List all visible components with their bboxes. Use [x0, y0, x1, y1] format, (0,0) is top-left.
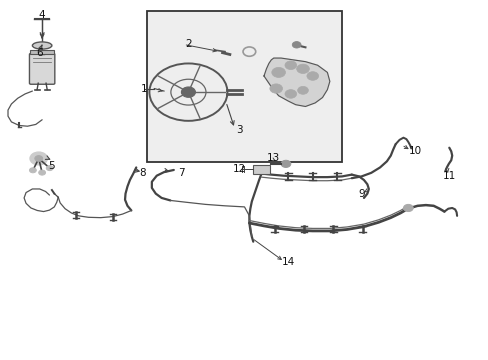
- Bar: [252, 165, 270, 174]
- Text: 1: 1: [141, 84, 147, 94]
- FancyBboxPatch shape: [29, 53, 55, 84]
- Circle shape: [29, 168, 36, 173]
- Circle shape: [285, 61, 296, 69]
- Circle shape: [306, 72, 318, 80]
- Circle shape: [297, 86, 308, 94]
- Circle shape: [181, 87, 195, 97]
- Circle shape: [281, 160, 290, 167]
- Ellipse shape: [32, 42, 52, 49]
- Circle shape: [271, 67, 285, 77]
- Bar: [147, 12, 341, 162]
- Text: 7: 7: [178, 168, 184, 178]
- Circle shape: [403, 204, 412, 212]
- Text: 10: 10: [408, 146, 421, 156]
- Text: 14: 14: [281, 257, 294, 267]
- Circle shape: [39, 170, 45, 175]
- Text: 11: 11: [442, 171, 455, 181]
- Circle shape: [296, 64, 309, 73]
- Circle shape: [285, 90, 296, 98]
- Text: 2: 2: [185, 39, 191, 49]
- Text: 6: 6: [36, 48, 43, 58]
- Text: 4: 4: [39, 10, 45, 20]
- Circle shape: [46, 166, 53, 171]
- Text: 13: 13: [266, 153, 280, 163]
- Text: 5: 5: [48, 161, 55, 171]
- Circle shape: [269, 84, 282, 93]
- Text: 12: 12: [232, 164, 246, 174]
- Bar: [30, 50, 54, 54]
- Text: 9: 9: [358, 189, 364, 199]
- Circle shape: [30, 152, 47, 165]
- Circle shape: [292, 41, 301, 48]
- Text: 8: 8: [139, 168, 145, 178]
- Circle shape: [35, 156, 42, 161]
- Text: 3: 3: [236, 125, 243, 135]
- Polygon shape: [264, 58, 329, 107]
